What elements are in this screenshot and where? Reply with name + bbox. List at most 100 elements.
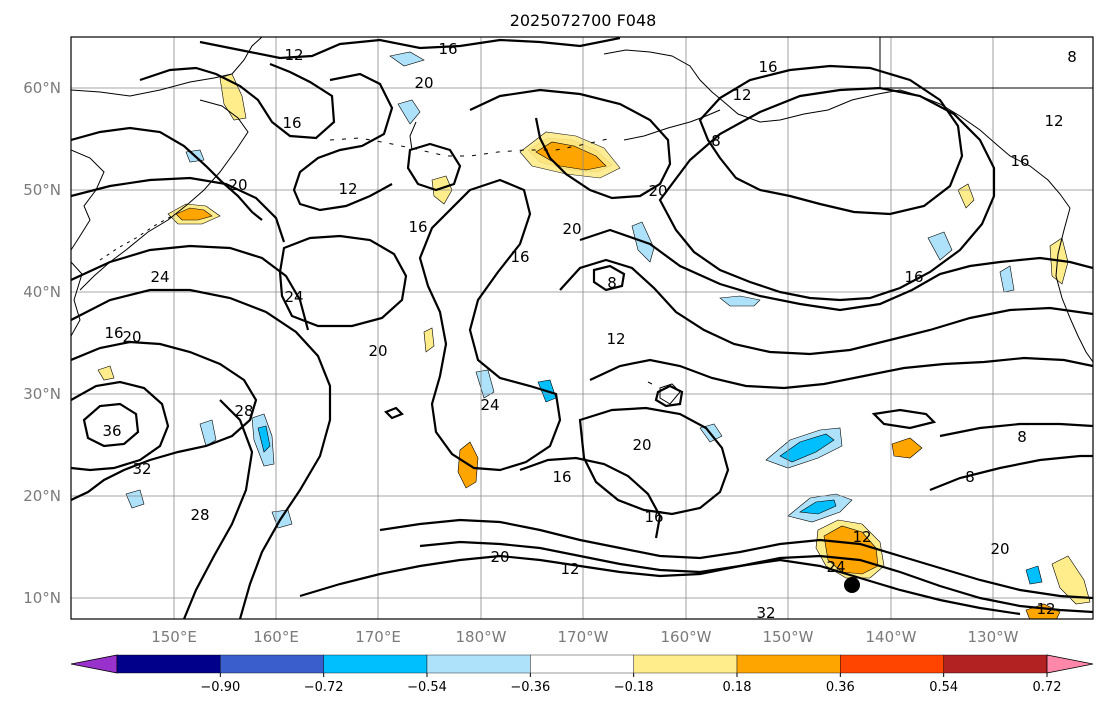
contour-label: 12 [1044,112,1063,130]
contour-label: 8 [1067,48,1077,66]
contour-label: 28 [234,402,253,420]
contour-label: 16 [438,40,457,58]
contour-label: 20 [122,328,141,346]
contour-label: 8 [711,132,721,150]
negative-anomaly-sw-2 [125,489,145,509]
map-frame [70,36,1094,620]
colorbar-cell [323,654,428,674]
contour-label: 24 [826,558,845,576]
lon-label: 150°E [151,628,197,646]
colorbar-ticks: −0.90 −0.72 −0.54 −0.36 −0.18 0.18 0.36 0.54 0.7… [200,673,1062,695]
negative-anomaly-hawaii-core [799,499,837,515]
colorbar-cell [943,654,1048,674]
contour-sw-small [384,406,404,420]
contour-label: 16 [104,324,123,342]
colorbar-extend-low [70,654,118,674]
contour-label: 16 [282,114,301,132]
contour-se-8 [929,422,1093,492]
asia-coast [71,37,263,291]
lat-label: 60°N [23,79,61,97]
contour-nw-20 [71,176,286,243]
lon-label: 180°W [456,628,507,646]
contour-east-16 [579,228,1093,312]
longitude-labels: 150°E 160°E 170°E 180°W 170°W 160°W 150°… [151,628,1018,646]
map-title: 2025072700 F048 [510,11,657,30]
colorbar-tick-label: −0.54 [407,680,447,695]
contour-label: 16 [408,218,427,236]
colorbar: −0.90 −0.72 −0.54 −0.36 −0.18 0.18 0.36 0.54 0.7… [70,654,1094,695]
map-panel: 12 16 20 16 12 8 16 12 20 12 20 16 20 16… [71,37,1093,622]
contour-label: 36 [102,422,121,440]
colorbar-tick-label: −0.36 [510,680,550,695]
lon-label: 160°E [253,628,299,646]
colorbar-cells [116,654,1048,674]
contour-label: 16 [552,468,571,486]
contour-label: 20 [228,176,247,194]
bering-islands [409,121,417,151]
lon-label: 150°W [763,628,814,646]
negative-anomaly-far-north [389,51,425,67]
contour-center-24 [418,178,562,472]
coastlines [71,37,1093,405]
negative-anomaly-northeast-3 [999,265,1015,293]
negative-anomaly-northeast-2 [927,231,953,261]
contour-south-12 [379,518,1093,600]
contour-hawaii-small [654,384,684,408]
contour-northeast-high [698,64,964,216]
hawaii-islands [647,381,681,405]
lon-label: 170°W [558,628,609,646]
contour-label: 12 [852,528,871,546]
contour-west-32 [71,380,170,472]
contour-mid-12 [559,258,1093,356]
contour-gulf-low-outer [469,88,672,200]
negative-anomaly-se [1025,565,1043,585]
alaska-coast [603,49,1071,209]
north-america-coast [1055,207,1093,363]
contour-south-20 [299,554,1093,614]
lat-label: 50°N [23,181,61,199]
contour-west-20 [71,288,332,619]
contour-label: 20 [990,540,1009,558]
contour-north-small [406,142,462,192]
contour-label: 16 [1010,152,1029,170]
aleutian-chain [329,137,613,157]
contour-label: 12 [1036,600,1055,618]
positive-anomaly-kamchatka-core [175,207,213,221]
colorbar-cell [220,654,324,674]
storm-position-marker [844,577,860,593]
colorbar-extend-high [1046,654,1094,674]
contour-center-small [592,264,626,292]
colorbar-cell [840,654,944,674]
contour-north-1 [199,37,621,60]
contour-west-center [278,234,408,328]
contour-label: 24 [150,268,169,286]
positive-anomaly-gulf-of-alaska-core [535,141,607,171]
colorbar-cell [530,654,634,674]
negative-anomaly-west-2 [199,419,217,447]
lat-label: 10°N [23,589,61,607]
contour-label: 16 [644,508,663,526]
contour-label: 20 [414,74,433,92]
contour-west-36 [82,402,140,448]
contour-label: 8 [1017,428,1027,446]
contour-lines [71,37,1093,619]
contour-label: 32 [756,604,775,622]
contour-label: 12 [338,180,357,198]
colorbar-tick-label: −0.90 [200,680,240,695]
contour-label: 12 [284,46,303,64]
lon-label: 130°W [968,628,1019,646]
lat-label: 30°N [23,385,61,403]
lon-label: 140°W [866,628,917,646]
colorbar-tick-label: 0.18 [723,680,752,695]
contour-label: 32 [132,460,151,478]
latitude-labels: 60°N 50°N 40°N 30°N 20°N 10°N [23,79,61,607]
contour-northeast-outer [658,86,996,302]
lon-label: 170°E [355,628,401,646]
lon-label: 160°W [661,628,712,646]
contour-label: 16 [758,58,777,76]
contour-label: 16 [904,268,923,286]
contour-label: 20 [632,436,651,454]
colorbar-cell [116,654,221,674]
positive-anomaly-southeast [891,437,923,459]
colorbar-tick-label: 0.72 [1033,680,1062,695]
